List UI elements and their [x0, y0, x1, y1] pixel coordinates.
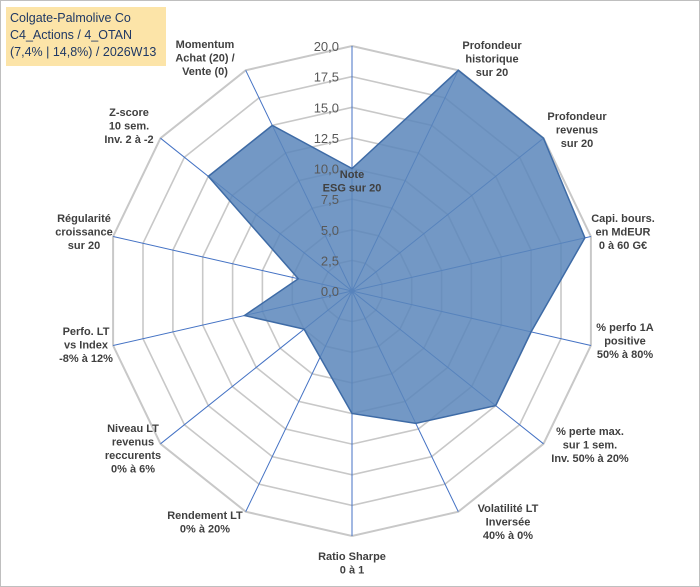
- axis-label: Profondeur historique sur 20: [462, 40, 522, 79]
- axis-label-line: -8% à 12%: [59, 353, 113, 365]
- axis-label-line: 40% à 0%: [483, 530, 533, 542]
- axis-label-line: % perfo 1A: [596, 322, 654, 334]
- axis-label: Régularité croissance sur 20: [55, 213, 112, 252]
- axis-label-line: sur 1 sem.: [563, 440, 617, 452]
- axis-label-line: reccurents: [105, 450, 161, 462]
- title-company: Colgate-Palmolive Co: [10, 11, 131, 25]
- axis-label-line: Profondeur: [547, 111, 607, 123]
- axis-label: Volatilité LT Inversée 40% à 0%: [478, 503, 539, 542]
- axis-label-line: sur 20: [476, 67, 508, 79]
- radial-tick-labels: 0,0 2,5 5,0 7,5 10,0 12,5 15,0 17,5 20,0: [314, 39, 339, 299]
- axis-label-line: vs Index: [64, 340, 109, 352]
- tick-label: 2,5: [321, 253, 339, 268]
- axis-label: Z-score 10 sem. Inv. 2 à -2: [104, 107, 153, 146]
- axis-label-line: Momentum: [176, 39, 235, 51]
- chart-title-box: Colgate-Palmolive Co C4_Actions / 4_OTAN…: [6, 7, 166, 66]
- axis-label-line: positive: [604, 336, 646, 348]
- tick-label: 10,0: [314, 162, 339, 177]
- axis-label-line: 10 sem.: [109, 121, 149, 133]
- axis-label-line: ESG sur 20: [323, 183, 382, 195]
- axis-label-line: historique: [465, 54, 518, 66]
- axis-label: Momentum Achat (20) / Vente (0): [175, 39, 234, 78]
- axis-label-line: Z-score: [109, 107, 149, 119]
- axis-label: Capi. bours. en MdEUR 0 à 60 G€: [591, 213, 655, 252]
- tick-label: 7,5: [321, 192, 339, 207]
- axis-label: Perfo. LT vs Index -8% à 12%: [59, 326, 113, 365]
- tick-label: 20,0: [314, 39, 339, 54]
- title-period: (7,4% | 14,8%) / 2026W13: [10, 45, 157, 59]
- axis-label: % perfo 1A positive 50% à 80%: [596, 322, 654, 361]
- tick-label: 17,5: [314, 70, 339, 85]
- axis-label-line: Inv. 50% à 20%: [551, 453, 629, 465]
- tick-label: 0,0: [321, 284, 339, 299]
- series-area: [207, 69, 586, 425]
- axis-label-line: 0% à 6%: [111, 464, 155, 476]
- axis-label-line: Volatilité LT: [478, 503, 539, 515]
- axis-label: % perte max. sur 1 sem. Inv. 50% à 20%: [551, 426, 629, 465]
- axis-label-line: Note: [340, 169, 364, 181]
- axis-label-line: sur 20: [561, 138, 593, 150]
- tick-label: 15,0: [314, 100, 339, 115]
- axis-label-line: Capi. bours.: [591, 213, 655, 225]
- axis-label-line: en MdEUR: [596, 227, 651, 239]
- axis-label-line: 0% à 20%: [180, 524, 230, 536]
- axis-label: Note ESG sur 20: [323, 169, 382, 195]
- axis-label-line: 50% à 80%: [597, 349, 653, 361]
- axis-label-line: Niveau LT: [107, 423, 159, 435]
- axis-label-line: Profondeur: [462, 40, 522, 52]
- tick-label: 5,0: [321, 223, 339, 238]
- axis-label-line: revenus: [556, 125, 598, 137]
- axis-label-line: sur 20: [68, 240, 100, 252]
- axis-label-line: Inversée: [486, 517, 531, 529]
- axis-label-line: 0 à 60 G€: [599, 240, 647, 252]
- axis-label-line: croissance: [55, 227, 112, 239]
- axis-label: Niveau LT revenus reccurents 0% à 6%: [105, 423, 161, 476]
- axis-label: Profondeur revenus sur 20: [547, 111, 607, 150]
- axis-label-line: Inv. 2 à -2: [104, 134, 153, 146]
- axis-label-line: Régularité: [57, 213, 111, 225]
- axis-label: Ratio Sharpe 0 à 1: [318, 551, 386, 577]
- axis-label-line: Rendement LT: [167, 510, 243, 522]
- axis-label-line: % perte max.: [556, 426, 624, 438]
- title-category: C4_Actions / 4_OTAN: [10, 28, 133, 42]
- radar-series: [207, 69, 586, 425]
- axis-label-line: Achat (20) /: [175, 53, 234, 65]
- tick-label: 12,5: [314, 131, 339, 146]
- axis-label: Rendement LT 0% à 20%: [167, 510, 243, 536]
- axis-label-line: Vente (0): [182, 66, 228, 78]
- axis-label-line: Ratio Sharpe: [318, 551, 386, 563]
- axis-label-line: revenus: [112, 437, 154, 449]
- axis-label-line: 0 à 1: [340, 565, 364, 577]
- axis-label-line: Perfo. LT: [63, 326, 110, 338]
